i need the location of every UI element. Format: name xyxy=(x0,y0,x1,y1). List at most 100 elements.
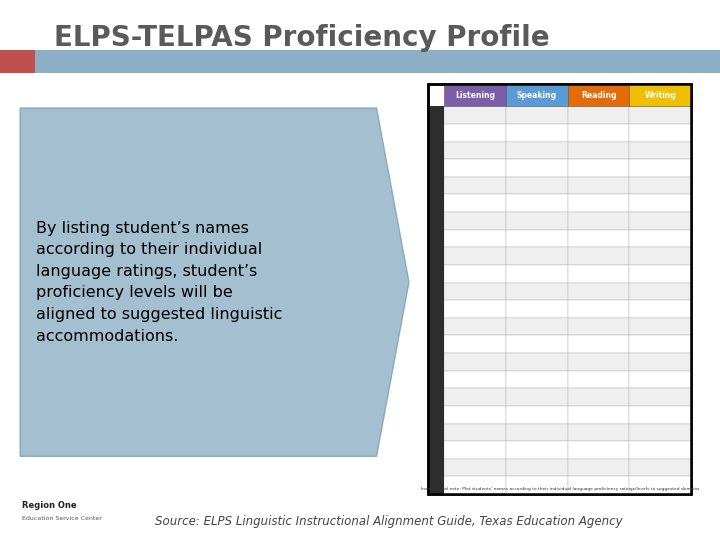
FancyBboxPatch shape xyxy=(568,84,629,106)
FancyBboxPatch shape xyxy=(568,441,629,459)
FancyBboxPatch shape xyxy=(506,423,568,441)
FancyBboxPatch shape xyxy=(568,388,629,406)
FancyBboxPatch shape xyxy=(444,300,506,318)
FancyBboxPatch shape xyxy=(629,141,691,159)
FancyBboxPatch shape xyxy=(506,353,568,371)
FancyBboxPatch shape xyxy=(444,177,506,194)
FancyBboxPatch shape xyxy=(629,177,691,194)
FancyBboxPatch shape xyxy=(444,265,506,282)
Text: Education Service Center: Education Service Center xyxy=(22,516,102,521)
FancyBboxPatch shape xyxy=(629,247,691,265)
FancyBboxPatch shape xyxy=(629,335,691,353)
FancyBboxPatch shape xyxy=(629,459,691,476)
FancyBboxPatch shape xyxy=(629,476,691,494)
FancyBboxPatch shape xyxy=(568,406,629,423)
FancyBboxPatch shape xyxy=(568,177,629,194)
Text: Region One: Region One xyxy=(22,501,76,510)
FancyBboxPatch shape xyxy=(506,230,568,247)
FancyBboxPatch shape xyxy=(568,141,629,159)
FancyBboxPatch shape xyxy=(506,459,568,476)
FancyBboxPatch shape xyxy=(629,353,691,371)
FancyBboxPatch shape xyxy=(428,106,444,494)
FancyBboxPatch shape xyxy=(568,335,629,353)
FancyBboxPatch shape xyxy=(506,265,568,282)
Polygon shape xyxy=(20,108,409,456)
FancyBboxPatch shape xyxy=(506,406,568,423)
FancyBboxPatch shape xyxy=(506,476,568,494)
FancyBboxPatch shape xyxy=(444,159,506,177)
FancyBboxPatch shape xyxy=(506,300,568,318)
FancyBboxPatch shape xyxy=(0,50,35,73)
FancyBboxPatch shape xyxy=(506,212,568,230)
FancyBboxPatch shape xyxy=(444,459,506,476)
FancyBboxPatch shape xyxy=(506,84,568,106)
FancyBboxPatch shape xyxy=(444,247,506,265)
FancyBboxPatch shape xyxy=(506,282,568,300)
FancyBboxPatch shape xyxy=(568,371,629,388)
FancyBboxPatch shape xyxy=(568,318,629,335)
Text: Instructional note: Plot students' names according to their individual language : Instructional note: Plot students' names… xyxy=(420,488,699,491)
FancyBboxPatch shape xyxy=(568,247,629,265)
FancyBboxPatch shape xyxy=(506,247,568,265)
FancyBboxPatch shape xyxy=(629,212,691,230)
FancyBboxPatch shape xyxy=(444,106,506,124)
FancyBboxPatch shape xyxy=(629,388,691,406)
FancyBboxPatch shape xyxy=(568,282,629,300)
FancyBboxPatch shape xyxy=(444,282,506,300)
FancyBboxPatch shape xyxy=(568,194,629,212)
FancyBboxPatch shape xyxy=(568,124,629,141)
FancyBboxPatch shape xyxy=(568,423,629,441)
FancyBboxPatch shape xyxy=(629,230,691,247)
FancyBboxPatch shape xyxy=(444,388,506,406)
FancyBboxPatch shape xyxy=(629,159,691,177)
FancyBboxPatch shape xyxy=(629,124,691,141)
FancyBboxPatch shape xyxy=(568,159,629,177)
FancyBboxPatch shape xyxy=(629,423,691,441)
FancyBboxPatch shape xyxy=(444,476,506,494)
FancyBboxPatch shape xyxy=(444,124,506,141)
FancyBboxPatch shape xyxy=(568,265,629,282)
FancyBboxPatch shape xyxy=(506,441,568,459)
FancyBboxPatch shape xyxy=(444,441,506,459)
FancyBboxPatch shape xyxy=(629,318,691,335)
Text: Reading: Reading xyxy=(581,91,616,99)
FancyBboxPatch shape xyxy=(629,406,691,423)
FancyBboxPatch shape xyxy=(444,318,506,335)
FancyBboxPatch shape xyxy=(506,141,568,159)
FancyBboxPatch shape xyxy=(568,106,629,124)
FancyBboxPatch shape xyxy=(629,106,691,124)
FancyBboxPatch shape xyxy=(506,106,568,124)
FancyBboxPatch shape xyxy=(0,50,720,73)
FancyBboxPatch shape xyxy=(629,282,691,300)
FancyBboxPatch shape xyxy=(629,194,691,212)
Text: Speaking: Speaking xyxy=(517,91,557,99)
FancyBboxPatch shape xyxy=(629,265,691,282)
FancyBboxPatch shape xyxy=(444,406,506,423)
FancyBboxPatch shape xyxy=(629,300,691,318)
FancyBboxPatch shape xyxy=(444,335,506,353)
FancyBboxPatch shape xyxy=(629,441,691,459)
FancyBboxPatch shape xyxy=(506,159,568,177)
FancyBboxPatch shape xyxy=(568,476,629,494)
FancyBboxPatch shape xyxy=(506,318,568,335)
FancyBboxPatch shape xyxy=(568,459,629,476)
FancyBboxPatch shape xyxy=(568,212,629,230)
FancyBboxPatch shape xyxy=(629,84,691,106)
Text: By listing student’s names
according to their individual
language ratings, stude: By listing student’s names according to … xyxy=(36,221,282,343)
FancyBboxPatch shape xyxy=(506,335,568,353)
Text: ELPS-TELPAS Proficiency Profile: ELPS-TELPAS Proficiency Profile xyxy=(54,24,549,52)
FancyBboxPatch shape xyxy=(444,230,506,247)
FancyBboxPatch shape xyxy=(568,230,629,247)
FancyBboxPatch shape xyxy=(444,194,506,212)
Text: Listening: Listening xyxy=(455,91,495,99)
FancyBboxPatch shape xyxy=(506,177,568,194)
FancyBboxPatch shape xyxy=(444,423,506,441)
FancyBboxPatch shape xyxy=(444,141,506,159)
FancyBboxPatch shape xyxy=(629,371,691,388)
FancyBboxPatch shape xyxy=(444,353,506,371)
Text: Source: ELPS Linguistic Instructional Alignment Guide, Texas Education Agency: Source: ELPS Linguistic Instructional Al… xyxy=(155,515,623,528)
Text: Writing: Writing xyxy=(644,91,676,99)
FancyBboxPatch shape xyxy=(428,84,691,494)
FancyBboxPatch shape xyxy=(444,84,506,106)
FancyBboxPatch shape xyxy=(506,194,568,212)
